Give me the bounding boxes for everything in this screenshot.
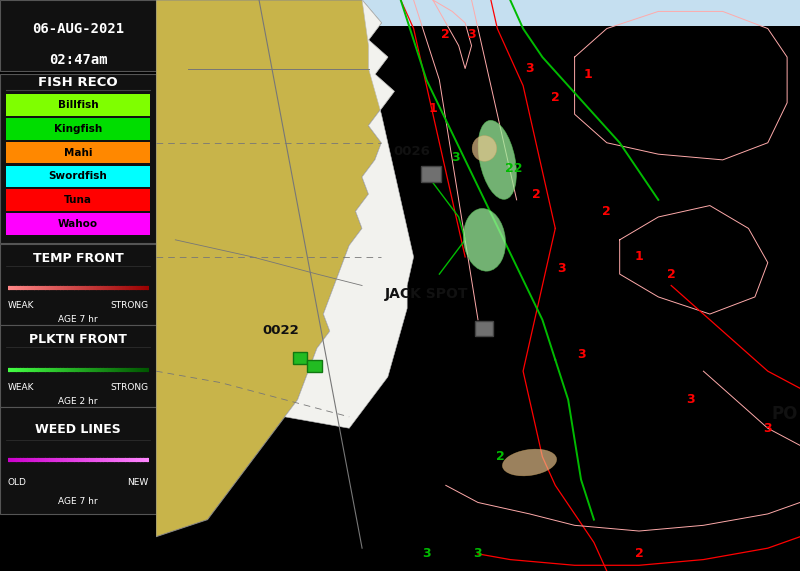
Text: 2: 2 <box>551 91 560 103</box>
Bar <box>6 190 150 211</box>
Text: JACK SPOT: JACK SPOT <box>385 287 468 301</box>
Text: 1: 1 <box>429 102 438 115</box>
Text: TEMP FRONT: TEMP FRONT <box>33 252 123 264</box>
Text: 3: 3 <box>526 62 534 75</box>
Text: Swordfish: Swordfish <box>49 171 107 182</box>
Text: 02:47am: 02:47am <box>49 53 107 67</box>
Bar <box>6 118 150 139</box>
Text: PLKTN FRONT: PLKTN FRONT <box>29 333 127 346</box>
Text: 1: 1 <box>583 68 592 81</box>
Bar <box>6 166 150 187</box>
Text: 3: 3 <box>558 262 566 275</box>
Bar <box>0 325 156 407</box>
Ellipse shape <box>478 120 517 199</box>
Bar <box>422 166 441 182</box>
Bar <box>0 244 156 325</box>
Text: 06-AUG-2021: 06-AUG-2021 <box>32 22 124 35</box>
Text: AGE 2 hr: AGE 2 hr <box>58 397 98 406</box>
Text: AGE 7 hr: AGE 7 hr <box>58 315 98 324</box>
Text: 22: 22 <box>505 162 522 175</box>
Bar <box>293 352 307 364</box>
Text: 3: 3 <box>474 548 482 560</box>
Text: PO: PO <box>771 405 798 423</box>
Text: NEW: NEW <box>127 478 148 487</box>
Text: 0022: 0022 <box>262 324 299 336</box>
Bar <box>0 407 156 514</box>
Bar <box>156 0 800 26</box>
Text: 2: 2 <box>602 205 611 218</box>
Text: 2: 2 <box>634 548 643 560</box>
Bar <box>0 0 156 71</box>
Text: 3: 3 <box>451 151 460 163</box>
Text: OLD: OLD <box>8 478 26 487</box>
Text: 3: 3 <box>422 548 430 560</box>
Text: AGE 7 hr: AGE 7 hr <box>58 497 98 506</box>
Text: 3: 3 <box>763 422 772 435</box>
Text: 3: 3 <box>577 348 586 360</box>
Text: 0026: 0026 <box>393 145 430 158</box>
Ellipse shape <box>502 449 557 476</box>
Text: Billfish: Billfish <box>58 100 98 110</box>
Text: 1: 1 <box>634 251 643 263</box>
Text: FISH RECO: FISH RECO <box>38 77 118 89</box>
Polygon shape <box>156 0 394 537</box>
Polygon shape <box>285 0 414 428</box>
Text: WEAK: WEAK <box>8 383 34 392</box>
Bar <box>307 360 322 372</box>
Text: STRONG: STRONG <box>110 301 148 310</box>
Text: 2: 2 <box>496 451 505 463</box>
Text: 3: 3 <box>686 393 695 406</box>
Text: Wahoo: Wahoo <box>58 219 98 229</box>
Text: Tuna: Tuna <box>64 195 92 205</box>
Bar <box>6 213 150 235</box>
Text: 2: 2 <box>667 268 675 280</box>
Text: 3: 3 <box>467 28 476 41</box>
Text: WEED LINES: WEED LINES <box>35 424 121 436</box>
Ellipse shape <box>472 135 497 161</box>
Text: STRONG: STRONG <box>110 383 148 392</box>
Text: WEAK: WEAK <box>8 301 34 310</box>
Bar <box>474 321 493 336</box>
Text: 2: 2 <box>531 188 540 200</box>
Text: Mahi: Mahi <box>64 147 92 158</box>
Ellipse shape <box>463 208 506 271</box>
Bar <box>0 74 156 243</box>
Text: Kingfish: Kingfish <box>54 124 102 134</box>
Bar <box>6 94 150 116</box>
Text: 2: 2 <box>442 28 450 41</box>
Bar <box>6 142 150 163</box>
